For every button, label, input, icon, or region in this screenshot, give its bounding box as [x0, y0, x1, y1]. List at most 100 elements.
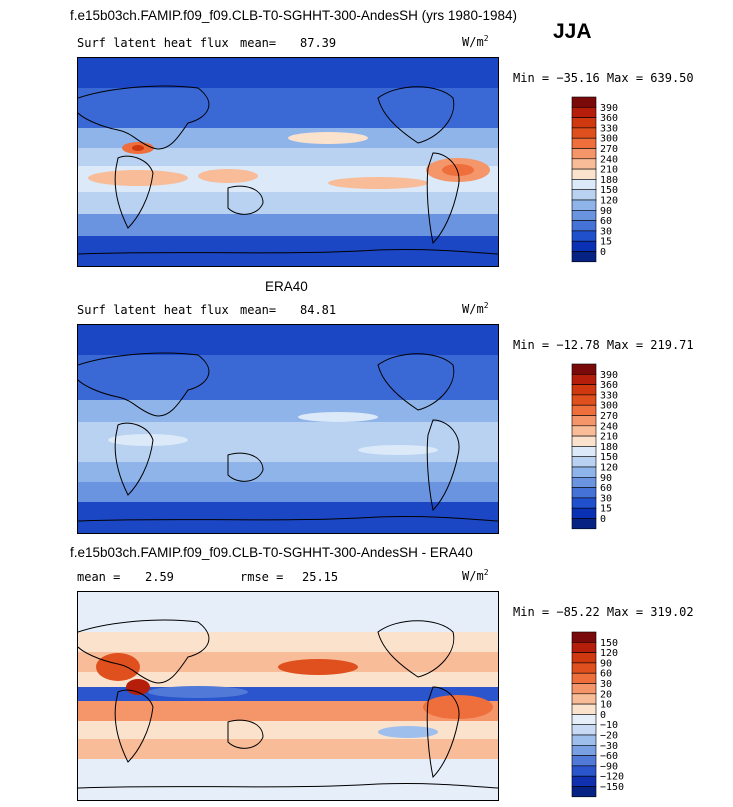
colorbar-swatch — [571, 683, 597, 695]
panel2-mean-value: 84.81 — [300, 303, 337, 317]
colorbar-swatch — [571, 199, 597, 211]
colorbar-tick-label: 300 — [600, 401, 618, 412]
colorbar-swatch — [571, 415, 597, 427]
panel2-colorbar: 390 360 330 300 270 240 210 180 150 120 90 60 30 15 0 — [571, 363, 632, 530]
colorbar-swatch — [571, 435, 597, 447]
panel2-min-max: Min = −12.78 Max = 219.71 — [513, 338, 694, 352]
colorbar-swatch — [571, 518, 597, 530]
colorbar-swatch — [571, 384, 597, 396]
colorbar-swatch — [571, 127, 597, 139]
colorbar-tick-label: 10 — [600, 700, 612, 711]
colorbar-tick-label: −30 — [600, 741, 618, 752]
colorbar-swatch — [571, 456, 597, 468]
colorbar-swatch — [571, 745, 597, 756]
panel1-mean-value: 87.39 — [300, 36, 337, 50]
colorbar-swatch — [571, 466, 597, 478]
colorbar-tick-label: 270 — [600, 411, 618, 422]
panel2-map — [77, 324, 499, 534]
panel3-mean-label: mean = — [77, 570, 121, 584]
colorbar-tick-label: 240 — [600, 421, 618, 432]
colorbar-tick-label: 120 — [600, 463, 618, 474]
panel3-colorbar: 150 120 90 60 30 20 10 0 −10 −20 −30 −60 −90 −120 −150 — [571, 631, 632, 798]
colorbar-swatch — [571, 631, 597, 643]
colorbar-tick-label: 0 — [600, 710, 606, 721]
panel1-units: W/m2 — [462, 34, 489, 49]
colorbar-tick-label: −90 — [600, 761, 618, 772]
colorbar-tick-label: 30 — [600, 493, 612, 504]
colorbar-swatch — [571, 714, 597, 726]
colorbar-tick-label: 90 — [600, 206, 612, 217]
colorbar-swatch — [571, 642, 597, 653]
season-label: JJA — [553, 20, 592, 43]
colorbar-swatch — [571, 497, 597, 509]
colorbar-tick-label: 150 — [600, 452, 618, 463]
panel2-variable: Surf latent heat flux — [77, 303, 229, 317]
panel1-min-max: Min = −35.16 Max = 639.50 — [513, 71, 694, 85]
colorbar-tick-label: 360 — [600, 380, 618, 391]
colorbar-swatch — [571, 693, 597, 705]
colorbar-swatch — [571, 374, 597, 385]
colorbar-tick-label: −20 — [600, 731, 618, 742]
colorbar-tick-label: 30 — [600, 226, 612, 237]
colorbar-swatch — [571, 158, 597, 170]
colorbar-tick-label: 180 — [600, 442, 618, 453]
main-title: f.e15b03ch.FAMIP.f09_f09.CLB-T0-SGHHT-30… — [70, 8, 517, 23]
colorbar-tick-label: 120 — [600, 196, 618, 207]
colorbar-swatch — [571, 662, 597, 674]
panel2-units: W/m2 — [462, 301, 489, 316]
colorbar-swatch — [571, 507, 597, 519]
colorbar-swatch — [571, 724, 597, 736]
colorbar-tick-label: 180 — [600, 175, 618, 186]
colorbar-tick-label: 20 — [600, 689, 612, 700]
panel3-rmse-label: rmse = — [240, 570, 284, 584]
colorbar-swatch — [571, 168, 597, 180]
colorbar-tick-label: 240 — [600, 154, 618, 165]
colorbar-tick-label: 390 — [600, 103, 618, 114]
panel2-mean-label: mean= — [240, 303, 277, 317]
colorbar-tick-label: 30 — [600, 679, 612, 690]
colorbar-swatch — [571, 189, 597, 201]
colorbar-tick-label: 360 — [600, 113, 618, 124]
colorbar-swatch — [571, 425, 597, 437]
panel1-colorbar: 390 360 330 300 270 240 210 180 150 120 90 60 30 15 0 — [571, 96, 632, 263]
panel3-units: W/m2 — [462, 568, 489, 583]
colorbar-tick-label: 300 — [600, 134, 618, 145]
colorbar-tick-label: 210 — [600, 165, 618, 176]
colorbar-swatch — [571, 446, 597, 458]
colorbar-swatch — [571, 220, 597, 232]
colorbar-swatch — [571, 734, 597, 746]
panel3-title: f.e15b03ch.FAMIP.f09_f09.CLB-T0-SGHHT-30… — [70, 545, 473, 560]
colorbar-tick-label: 330 — [600, 390, 618, 401]
panel3-rmse-value: 25.15 — [302, 570, 339, 584]
colorbar-tick-label: 150 — [600, 638, 618, 649]
colorbar-tick-label: 60 — [600, 669, 612, 680]
colorbar-swatch — [571, 652, 597, 664]
colorbar-tick-label: 15 — [600, 504, 612, 515]
colorbar-tick-label: 210 — [600, 432, 618, 443]
colorbar-swatch — [571, 487, 597, 499]
colorbar-swatch — [571, 251, 597, 263]
colorbar-swatch — [571, 137, 597, 149]
colorbar-tick-label: 60 — [600, 216, 612, 227]
colorbar-swatch — [571, 240, 597, 252]
colorbar-tick-label: 90 — [600, 658, 612, 669]
colorbar-tick-label: −150 — [600, 782, 624, 793]
colorbar-swatch — [571, 477, 597, 488]
panel3-mean-value: 2.59 — [145, 570, 174, 584]
colorbar-tick-label: 0 — [600, 514, 606, 525]
colorbar-swatch — [571, 786, 597, 798]
colorbar-tick-label: 390 — [600, 370, 618, 381]
colorbar-swatch — [571, 765, 597, 777]
colorbar-tick-label: −120 — [600, 772, 624, 783]
colorbar-tick-label: 330 — [600, 123, 618, 134]
panel1-map — [77, 57, 499, 267]
colorbar-tick-label: 0 — [600, 247, 606, 258]
colorbar-swatch — [571, 117, 597, 129]
colorbar-tick-label: 270 — [600, 144, 618, 155]
panel3-map — [77, 591, 499, 801]
panel2-title: ERA40 — [265, 279, 308, 294]
colorbar-tick-label: 90 — [600, 473, 612, 484]
